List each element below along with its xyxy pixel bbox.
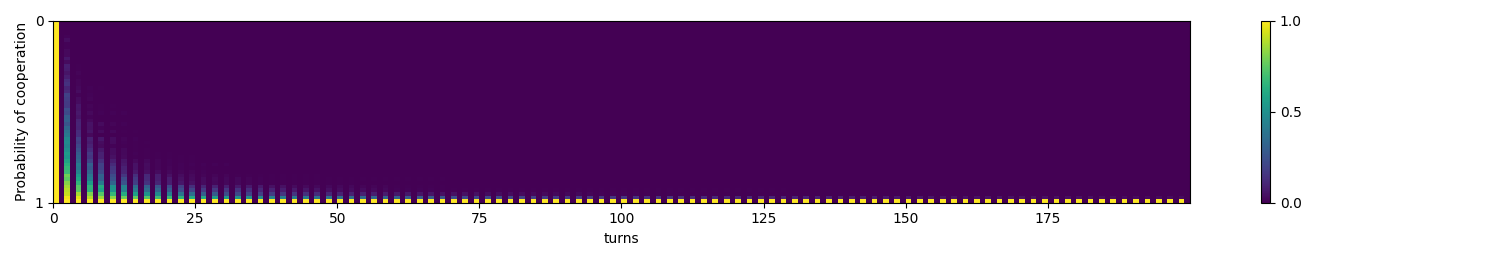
Y-axis label: Probability of cooperation: Probability of cooperation <box>15 22 28 201</box>
X-axis label: turns: turns <box>603 232 639 246</box>
